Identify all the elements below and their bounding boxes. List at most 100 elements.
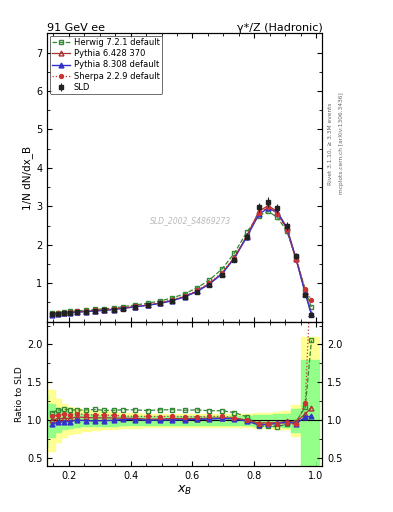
Herwig 7.2.1 default <box>207 277 212 283</box>
Pythia 6.428 370 <box>207 281 212 287</box>
Sherpa 2.2.9 default <box>266 204 270 210</box>
Sherpa 2.2.9 default <box>111 306 116 312</box>
Pythia 6.428 370 <box>219 270 224 276</box>
Herwig 7.2.1 default <box>309 305 314 311</box>
Sherpa 2.2.9 default <box>50 311 54 317</box>
Sherpa 2.2.9 default <box>182 293 187 299</box>
Pythia 8.308 default <box>83 309 88 315</box>
Pythia 8.308 default <box>294 256 298 262</box>
Herwig 7.2.1 default <box>232 250 237 257</box>
Pythia 6.428 370 <box>303 289 308 295</box>
Sherpa 2.2.9 default <box>285 227 289 233</box>
Herwig 7.2.1 default <box>158 298 162 304</box>
Pythia 6.428 370 <box>158 300 162 306</box>
Sherpa 2.2.9 default <box>121 305 125 311</box>
Sherpa 2.2.9 default <box>207 280 212 286</box>
Pythia 8.308 default <box>207 281 212 287</box>
Pythia 8.308 default <box>74 309 79 315</box>
Sherpa 2.2.9 default <box>195 287 199 293</box>
Pythia 6.428 370 <box>93 308 97 314</box>
Line: Sherpa 2.2.9 default: Sherpa 2.2.9 default <box>50 205 313 316</box>
Pythia 8.308 default <box>257 211 261 218</box>
Text: γ*/Z (Hadronic): γ*/Z (Hadronic) <box>237 23 322 32</box>
Pythia 6.428 370 <box>145 302 150 308</box>
Pythia 6.428 370 <box>275 209 280 215</box>
Pythia 6.428 370 <box>62 310 66 316</box>
Pythia 8.308 default <box>232 255 237 262</box>
Pythia 8.308 default <box>285 225 289 231</box>
Sherpa 2.2.9 default <box>102 307 107 313</box>
Herwig 7.2.1 default <box>56 309 61 315</box>
Y-axis label: 1/N dN/dx_B: 1/N dN/dx_B <box>22 145 33 209</box>
Pythia 6.428 370 <box>50 311 54 317</box>
Herwig 7.2.1 default <box>170 295 175 301</box>
Pythia 6.428 370 <box>257 208 261 215</box>
Sherpa 2.2.9 default <box>133 303 138 309</box>
Pythia 6.428 370 <box>68 309 73 315</box>
Herwig 7.2.1 default <box>195 285 199 291</box>
Pythia 8.308 default <box>158 301 162 307</box>
Sherpa 2.2.9 default <box>219 270 224 276</box>
Herwig 7.2.1 default <box>83 307 88 313</box>
Sherpa 2.2.9 default <box>232 254 237 261</box>
Pythia 8.308 default <box>303 291 308 297</box>
Pythia 6.428 370 <box>170 297 175 304</box>
Pythia 6.428 370 <box>182 293 187 300</box>
Pythia 8.308 default <box>266 205 270 211</box>
Herwig 7.2.1 default <box>182 291 187 297</box>
Legend: Herwig 7.2.1 default, Pythia 6.428 370, Pythia 8.308 default, Sherpa 2.2.9 defau: Herwig 7.2.1 default, Pythia 6.428 370, … <box>50 36 162 94</box>
Herwig 7.2.1 default <box>50 310 54 316</box>
Sherpa 2.2.9 default <box>74 308 79 314</box>
Pythia 6.428 370 <box>83 308 88 314</box>
Text: Rivet 3.1.10, ≥ 3.3M events: Rivet 3.1.10, ≥ 3.3M events <box>328 102 333 185</box>
Herwig 7.2.1 default <box>285 228 289 234</box>
Sherpa 2.2.9 default <box>294 257 298 263</box>
Herwig 7.2.1 default <box>266 208 270 215</box>
X-axis label: $x_B$: $x_B$ <box>177 483 192 497</box>
Herwig 7.2.1 default <box>68 308 73 314</box>
Sherpa 2.2.9 default <box>93 307 97 313</box>
Herwig 7.2.1 default <box>74 308 79 314</box>
Pythia 8.308 default <box>170 297 175 304</box>
Pythia 8.308 default <box>133 304 138 310</box>
Pythia 6.428 370 <box>74 309 79 315</box>
Pythia 6.428 370 <box>195 288 199 294</box>
Sherpa 2.2.9 default <box>145 302 150 308</box>
Text: mcplots.cern.ch [arXiv:1306.3436]: mcplots.cern.ch [arXiv:1306.3436] <box>339 93 344 194</box>
Pythia 8.308 default <box>111 307 116 313</box>
Pythia 8.308 default <box>275 210 280 216</box>
Pythia 6.428 370 <box>285 224 289 230</box>
Herwig 7.2.1 default <box>275 215 280 221</box>
Herwig 7.2.1 default <box>303 287 308 293</box>
Herwig 7.2.1 default <box>294 254 298 261</box>
Pythia 8.308 default <box>68 310 73 316</box>
Sherpa 2.2.9 default <box>158 300 162 306</box>
Sherpa 2.2.9 default <box>170 296 175 303</box>
Line: Pythia 6.428 370: Pythia 6.428 370 <box>50 203 314 316</box>
Pythia 8.308 default <box>121 305 125 311</box>
Pythia 6.428 370 <box>133 304 138 310</box>
Herwig 7.2.1 default <box>102 306 107 312</box>
Sherpa 2.2.9 default <box>309 297 314 303</box>
Herwig 7.2.1 default <box>219 266 224 272</box>
Pythia 6.428 370 <box>294 255 298 261</box>
Herwig 7.2.1 default <box>133 302 138 308</box>
Pythia 8.308 default <box>50 311 54 317</box>
Pythia 6.428 370 <box>121 305 125 311</box>
Sherpa 2.2.9 default <box>62 309 66 315</box>
Pythia 8.308 default <box>244 234 249 241</box>
Pythia 8.308 default <box>62 310 66 316</box>
Pythia 8.308 default <box>93 308 97 314</box>
Herwig 7.2.1 default <box>62 309 66 315</box>
Sherpa 2.2.9 default <box>68 309 73 315</box>
Y-axis label: Ratio to SLD: Ratio to SLD <box>15 366 24 422</box>
Herwig 7.2.1 default <box>93 306 97 312</box>
Sherpa 2.2.9 default <box>83 308 88 314</box>
Line: Pythia 8.308 default: Pythia 8.308 default <box>50 205 314 317</box>
Herwig 7.2.1 default <box>111 305 116 311</box>
Pythia 8.308 default <box>145 302 150 308</box>
Text: SLD_2002_S4869273: SLD_2002_S4869273 <box>150 216 231 225</box>
Line: Herwig 7.2.1 default: Herwig 7.2.1 default <box>50 209 314 316</box>
Pythia 6.428 370 <box>102 307 107 313</box>
Pythia 8.308 default <box>309 311 314 317</box>
